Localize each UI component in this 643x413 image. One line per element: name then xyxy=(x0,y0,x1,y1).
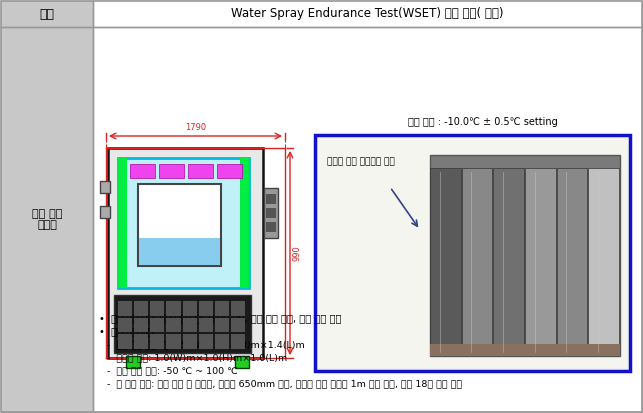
Bar xyxy=(557,168,587,354)
Bar xyxy=(588,168,619,354)
Bar xyxy=(118,335,132,349)
Bar xyxy=(215,335,229,349)
Bar xyxy=(462,168,493,354)
Bar xyxy=(199,318,213,332)
Bar xyxy=(240,158,249,288)
Bar xyxy=(217,164,242,178)
Text: 시험판: 시험판 xyxy=(501,153,519,163)
Bar xyxy=(118,158,249,288)
Text: •  시험 장비 구성: 저온 환경 챔버, 물 분사 장치, 공기 순환 장치, 온도 기록 장치: • 시험 장비 구성: 저온 환경 챔버, 물 분사 장치, 공기 순환 장치,… xyxy=(99,313,341,323)
Bar xyxy=(231,318,245,332)
Bar xyxy=(134,335,149,349)
Bar xyxy=(167,335,181,349)
Bar xyxy=(493,168,524,354)
Bar xyxy=(150,301,165,316)
Bar xyxy=(266,194,276,204)
Bar xyxy=(183,301,197,316)
Bar xyxy=(264,188,278,238)
Text: -  시험부 규격: 1.0(W)m×1.0(H)m×1.0(L)m: - 시험부 규격: 1.0(W)m×1.0(H)m×1.0(L)m xyxy=(107,353,287,362)
Bar xyxy=(150,318,165,332)
Bar xyxy=(108,148,263,358)
Bar xyxy=(199,335,213,349)
Bar xyxy=(150,335,165,349)
Bar xyxy=(134,301,149,316)
Bar xyxy=(430,344,620,356)
Bar xyxy=(525,168,556,354)
Bar xyxy=(266,208,276,218)
Text: -  시험 장비 규격: 약 1.5(W)m×1.8(H)m×1.4(L)m: - 시험 장비 규격: 약 1.5(W)m×1.8(H)m×1.4(L)m xyxy=(107,340,305,349)
Bar xyxy=(159,164,184,178)
Bar xyxy=(100,181,110,193)
Bar xyxy=(126,356,140,368)
Bar xyxy=(167,301,181,316)
Text: 챔버 조건 : -10.0℃ ± 0.5℃ setting: 챔버 조건 : -10.0℃ ± 0.5℃ setting xyxy=(408,117,557,127)
Bar xyxy=(118,301,132,316)
Bar xyxy=(199,301,213,316)
Bar xyxy=(130,164,155,178)
Bar xyxy=(215,301,229,316)
Bar xyxy=(188,164,213,178)
Bar xyxy=(118,318,132,332)
Bar xyxy=(134,318,149,332)
Bar xyxy=(318,138,627,368)
Bar xyxy=(235,356,249,368)
Text: 구분: 구분 xyxy=(39,7,55,21)
Text: 시험 장비
개략도: 시험 장비 개략도 xyxy=(32,209,62,230)
Bar xyxy=(167,318,181,332)
Bar xyxy=(231,301,245,316)
Text: 990: 990 xyxy=(293,245,302,261)
Bar xyxy=(1,27,93,412)
Bar xyxy=(100,206,110,218)
Bar xyxy=(231,335,245,349)
Text: •  시험 장비 사양: • 시험 장비 사양 xyxy=(99,326,154,336)
Bar xyxy=(138,184,221,266)
Bar xyxy=(93,1,642,27)
Bar xyxy=(1,1,93,27)
Bar xyxy=(139,238,220,265)
Text: Water Spray Endurance Test(WSET) 시험 장비( 수정): Water Spray Endurance Test(WSET) 시험 장비( … xyxy=(231,7,503,21)
Bar xyxy=(183,335,197,349)
Bar xyxy=(118,158,127,288)
Bar xyxy=(266,222,276,232)
Bar xyxy=(430,168,460,354)
Text: -  물 분무 장치: 압축 공기 및 증류수, 시험판 650mm 상부, 시험편 면에 평행한 1m 경로 이동, 분당 18회 왕복 운동: - 물 분무 장치: 압축 공기 및 증류수, 시험판 650mm 상부, 시험… xyxy=(107,379,462,388)
Text: 1790: 1790 xyxy=(185,123,206,132)
Bar xyxy=(430,155,620,356)
Text: 노즐을 통한 얼음물을 살포: 노즐을 통한 얼음물을 살포 xyxy=(327,157,395,166)
Bar xyxy=(215,318,229,332)
Bar xyxy=(114,295,251,353)
Text: -  시험 온도 범위: -50 ℃ ~ 100 ℃: - 시험 온도 범위: -50 ℃ ~ 100 ℃ xyxy=(107,366,238,375)
Bar xyxy=(183,318,197,332)
Bar xyxy=(315,135,630,371)
